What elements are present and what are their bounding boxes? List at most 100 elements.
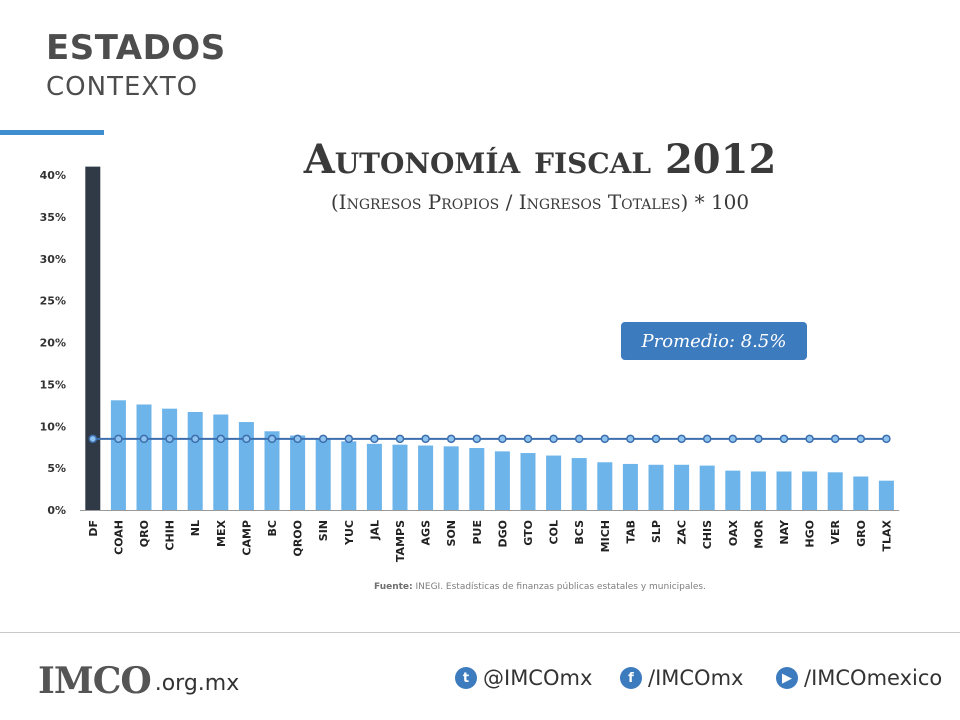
average-marker: [574, 434, 584, 444]
x-tick-label: MEX: [215, 519, 228, 546]
youtube-link[interactable]: ▶ /IMCOmexico: [776, 666, 942, 690]
average-marker: [702, 434, 712, 444]
average-marker: [523, 434, 533, 444]
twitter-icon: t: [455, 667, 477, 689]
section-title: ESTADOS: [46, 28, 226, 68]
x-tick-label: CHIS: [701, 520, 714, 549]
x-tick-label: JAL: [368, 520, 381, 541]
bar: [853, 476, 869, 510]
accent-bar: [0, 130, 104, 135]
bar: [136, 404, 152, 510]
x-tick-label: QROO: [292, 520, 305, 557]
x-tick-label: TAMPS: [394, 520, 407, 562]
x-tick-label: CAMP: [240, 520, 253, 556]
bar: [366, 443, 382, 510]
bar: [802, 471, 818, 510]
bar: [443, 446, 459, 510]
bar: [699, 465, 715, 510]
bar: [187, 412, 203, 510]
bar: [776, 471, 792, 510]
bar: [622, 463, 638, 510]
x-tick-label: DF: [87, 520, 100, 537]
bar: [494, 451, 510, 510]
bar: [597, 462, 613, 510]
y-tick-label: 15%: [40, 378, 66, 391]
y-tick-label: 0%: [47, 504, 66, 517]
y-tick-label: 10%: [40, 420, 66, 433]
logo-domain: .org.mx: [154, 671, 240, 696]
x-tick-label: COAH: [112, 520, 125, 555]
average-marker: [830, 434, 840, 444]
x-tick-label: ZAC: [676, 520, 689, 545]
youtube-icon: ▶: [776, 667, 798, 689]
bar: [469, 448, 485, 510]
bar: [392, 444, 408, 510]
bar: [418, 445, 434, 510]
average-callout: Promedio: 8.5%: [621, 322, 807, 360]
x-tick-label: AGS: [420, 520, 433, 546]
average-marker: [498, 434, 507, 444]
y-tick-label: 40%: [40, 169, 66, 182]
bar: [725, 470, 741, 510]
average-marker: [856, 434, 866, 444]
section-subtitle: CONTEXTO: [46, 72, 199, 102]
average-marker: [165, 434, 174, 444]
x-tick-label: SIN: [317, 520, 330, 541]
x-tick-label: VER: [829, 519, 842, 544]
average-marker: [88, 434, 98, 444]
average-marker: [318, 434, 328, 444]
bar: [110, 400, 126, 510]
average-marker: [395, 434, 405, 444]
average-marker: [421, 434, 430, 444]
average-marker: [190, 434, 200, 444]
y-tick-label: 30%: [40, 253, 66, 266]
bar: [85, 166, 101, 510]
facebook-link[interactable]: f /IMCOmx: [620, 666, 743, 690]
bar: [162, 408, 178, 510]
bar: [750, 471, 766, 510]
x-tick-label: SLP: [650, 520, 663, 543]
bar: [827, 472, 843, 510]
bar: [648, 464, 664, 510]
x-tick-label: COL: [548, 520, 561, 544]
twitter-link[interactable]: t @IMCOmx: [455, 666, 592, 690]
average-marker: [216, 434, 226, 444]
x-tick-label: SON: [445, 520, 458, 546]
bar: [546, 455, 562, 510]
average-marker: [754, 434, 763, 444]
x-tick-label: HGO: [804, 520, 817, 548]
bar: [315, 438, 331, 510]
footer-divider: [0, 632, 960, 633]
bar: [213, 414, 229, 510]
x-tick-label: GTO: [522, 520, 535, 546]
average-marker: [549, 434, 558, 444]
x-tick-label: MOR: [752, 519, 765, 548]
average-marker: [626, 434, 635, 444]
x-tick-label: OAX: [727, 519, 740, 546]
average-marker: [677, 434, 686, 444]
source-note: Fuente: INEGI. Estadísticas de finanzas …: [260, 582, 820, 592]
twitter-handle: @IMCOmx: [483, 666, 593, 690]
average-marker: [600, 434, 610, 444]
bar-chart: 0% 5% 10% 15% 20% 25% 30% 35% 40% DF COAH QRO CHIH NL…: [40, 166, 900, 562]
x-tick-label: CHIH: [164, 520, 177, 551]
bar: [674, 464, 690, 510]
x-tick-label: YUC: [343, 520, 356, 546]
imco-logo[interactable]: IMCO .org.mx: [38, 656, 239, 702]
chart-subtitle: (Ingresos Propios / Ingresos Totales) * …: [330, 190, 750, 214]
average-marker: [728, 434, 738, 444]
x-tick-label: BCS: [573, 520, 586, 545]
source-text: INEGI. Estadísticas de finanzas públicas…: [412, 582, 706, 592]
bar: [290, 435, 306, 510]
logo-text: IMCO: [38, 660, 152, 702]
bar: [571, 458, 587, 510]
x-tick-label: GRO: [855, 520, 868, 547]
x-tick-label: PUE: [471, 520, 484, 545]
x-tick-label: DGO: [496, 520, 509, 548]
x-tick-label: TLAX: [880, 519, 893, 551]
average-marker: [882, 434, 891, 444]
bar: [341, 441, 357, 510]
source-label: Fuente:: [374, 582, 413, 592]
bar: [520, 453, 536, 510]
average-marker: [651, 434, 661, 444]
